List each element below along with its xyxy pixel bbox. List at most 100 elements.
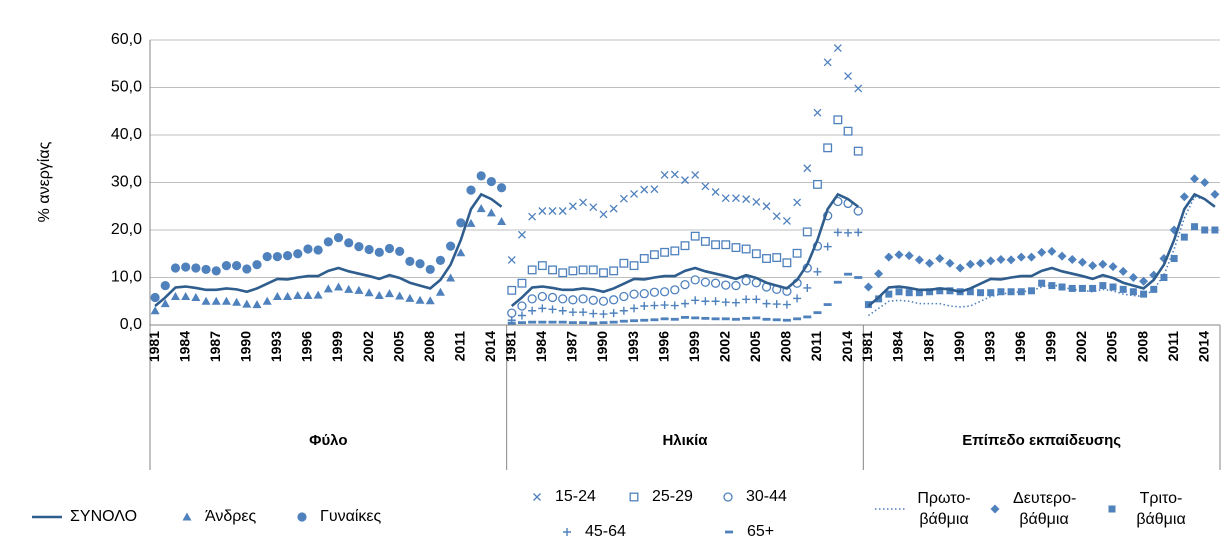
data-point: [333, 233, 344, 243]
data-point: [987, 289, 995, 297]
total-line: [867, 192, 1216, 307]
x-tick-label: 2002: [360, 331, 376, 362]
data-point: [364, 244, 374, 255]
data-point: [1007, 288, 1015, 296]
x-tick-label: 2014: [1195, 331, 1211, 362]
data-point: [833, 115, 843, 125]
data-point: [384, 289, 394, 298]
data-point: [905, 289, 913, 297]
data-point: [681, 176, 689, 185]
x-tick-label: 2005: [747, 331, 763, 362]
data-point: [813, 267, 822, 276]
x-tick-label: 1999: [686, 331, 702, 362]
data-point: [579, 198, 588, 207]
data-point: [344, 238, 354, 248]
data-point: [1048, 282, 1056, 290]
data-point: [170, 263, 181, 273]
data-point: [710, 278, 721, 288]
data-point: [640, 302, 649, 310]
data-point: [598, 296, 609, 306]
data-point: [313, 245, 323, 255]
data-point: [914, 255, 924, 265]
data-point: [578, 265, 588, 275]
x-tick-label: 1981: [859, 331, 875, 362]
data-point: [232, 261, 242, 271]
data-point: [1006, 255, 1016, 265]
legend-item: 65+: [717, 520, 774, 544]
data-point: [895, 288, 903, 296]
data-point: [588, 295, 598, 305]
x-tick-label: 2008: [1134, 331, 1150, 362]
x-tick-label: 1993: [981, 331, 997, 362]
data-point: [1108, 262, 1118, 272]
data-point: [854, 84, 863, 93]
data-point: [211, 266, 221, 276]
data-point: [415, 295, 425, 304]
data-point: [446, 273, 456, 282]
legend-symbol: [875, 508, 905, 510]
x-tick-label: 1987: [564, 331, 580, 362]
data-point: [344, 284, 354, 293]
x-tick-label: 2014: [839, 331, 855, 362]
data-point: [680, 241, 690, 251]
data-point: [639, 254, 649, 263]
data-point: [405, 256, 415, 266]
data-point: [548, 265, 557, 275]
data-point: [701, 182, 710, 191]
data-point: [588, 265, 598, 275]
data-point: [528, 306, 537, 315]
data-point: [915, 289, 923, 297]
data-point: [782, 217, 791, 225]
data-point: [670, 301, 679, 310]
data-point: [496, 183, 507, 193]
data-point: [548, 305, 557, 314]
data-point: [150, 292, 160, 303]
data-point: [630, 189, 639, 198]
data-point: [1098, 259, 1108, 269]
data-point: [221, 261, 232, 271]
x-tick-label: 1996: [655, 331, 671, 362]
data-point: [752, 198, 761, 206]
data-point: [874, 269, 884, 279]
data-point: [711, 188, 720, 196]
y-tick-label: 60,0: [111, 31, 142, 48]
legend-marker: [629, 492, 639, 502]
panel-label: Επίπεδο εκπαίδευσης: [962, 432, 1121, 449]
data-point: [425, 296, 435, 305]
data-point: [609, 266, 619, 276]
data-point: [854, 228, 863, 237]
data-point: [446, 241, 456, 251]
x-tick-label: 1987: [207, 331, 223, 362]
data-point: [517, 230, 526, 239]
data-point: [313, 290, 323, 299]
data-point: [1038, 279, 1046, 287]
data-point: [619, 306, 628, 315]
data-point: [946, 287, 954, 295]
data-point: [1118, 266, 1128, 276]
data-point: [742, 195, 751, 204]
data-point: [517, 311, 526, 320]
data-point: [762, 299, 771, 308]
data-point: [966, 288, 974, 296]
data-point: [579, 308, 588, 317]
data-point: [965, 259, 975, 269]
data-point: [701, 297, 710, 306]
data-point: [170, 292, 180, 300]
data-point: [741, 276, 751, 286]
data-point: [1077, 257, 1087, 267]
legend-symbol: [533, 493, 541, 501]
data-point: [751, 249, 761, 259]
data-point: [283, 292, 293, 300]
legend-label: Δευτερο-βάθμια: [1013, 490, 1077, 528]
legend-label: 45-64: [585, 523, 626, 540]
data-point: [925, 258, 935, 268]
data-point: [742, 295, 751, 304]
data-point: [1078, 284, 1086, 292]
data-point: [803, 283, 812, 292]
data-point: [323, 237, 333, 247]
legend-item: 15-24: [525, 485, 596, 509]
data-point: [568, 308, 577, 317]
data-point: [527, 265, 537, 275]
data-point: [537, 291, 547, 302]
data-point: [997, 288, 1005, 296]
